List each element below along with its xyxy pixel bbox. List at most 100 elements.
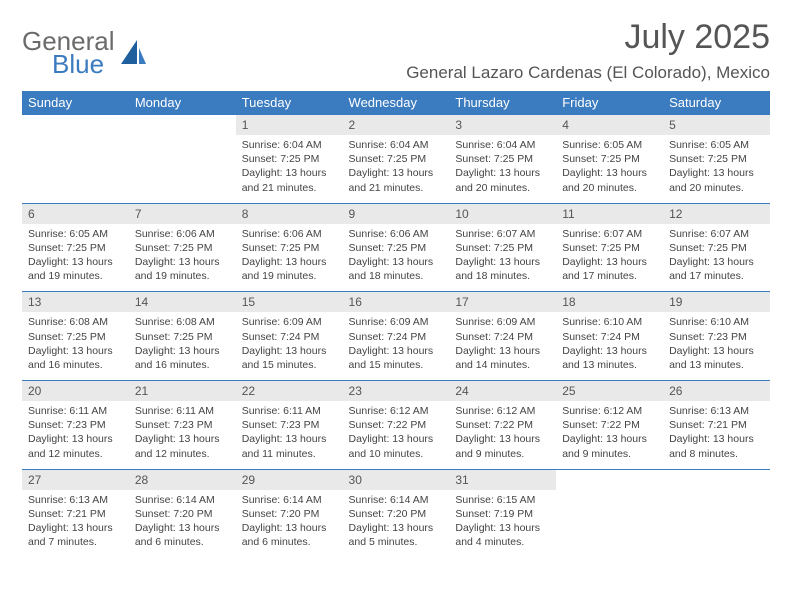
calendar-cell: 8Sunrise: 6:06 AMSunset: 7:25 PMDaylight…	[236, 203, 343, 292]
day-line-dl2: and 13 minutes.	[562, 358, 657, 372]
day-line-dl1: Daylight: 13 hours	[242, 166, 337, 180]
day-line-dl1: Daylight: 13 hours	[455, 344, 550, 358]
day-line-dl2: and 18 minutes.	[455, 269, 550, 283]
day-line-dl2: and 21 minutes.	[242, 181, 337, 195]
day-line-dl2: and 19 minutes.	[242, 269, 337, 283]
day-number: 7	[129, 204, 236, 224]
header: General Blue July 2025 General Lazaro Ca…	[22, 18, 770, 83]
day-line-dl1: Daylight: 13 hours	[669, 344, 764, 358]
calendar-cell: 25Sunrise: 6:12 AMSunset: 7:22 PMDayligh…	[556, 381, 663, 470]
day-line-ss: Sunset: 7:21 PM	[28, 507, 123, 521]
calendar-table: Sunday Monday Tuesday Wednesday Thursday…	[22, 91, 770, 557]
day-line-ss: Sunset: 7:19 PM	[455, 507, 550, 521]
day-line-sr: Sunrise: 6:09 AM	[455, 315, 550, 329]
day-line-dl2: and 15 minutes.	[349, 358, 444, 372]
calendar-cell: 7Sunrise: 6:06 AMSunset: 7:25 PMDaylight…	[129, 203, 236, 292]
day-details: Sunrise: 6:06 AMSunset: 7:25 PMDaylight:…	[343, 224, 450, 292]
day-number: 22	[236, 381, 343, 401]
day-line-ss: Sunset: 7:25 PM	[28, 330, 123, 344]
day-line-dl1: Daylight: 13 hours	[669, 432, 764, 446]
day-details: Sunrise: 6:06 AMSunset: 7:25 PMDaylight:…	[129, 224, 236, 292]
day-details: Sunrise: 6:14 AMSunset: 7:20 PMDaylight:…	[236, 490, 343, 558]
day-number: 14	[129, 292, 236, 312]
day-line-sr: Sunrise: 6:06 AM	[242, 227, 337, 241]
day-details: Sunrise: 6:12 AMSunset: 7:22 PMDaylight:…	[343, 401, 450, 469]
day-line-ss: Sunset: 7:25 PM	[455, 152, 550, 166]
calendar-cell: 13Sunrise: 6:08 AMSunset: 7:25 PMDayligh…	[22, 292, 129, 381]
day-number: 13	[22, 292, 129, 312]
day-number: 28	[129, 470, 236, 490]
weekday-header: Friday	[556, 91, 663, 115]
calendar-cell	[22, 115, 129, 204]
day-line-dl2: and 5 minutes.	[349, 535, 444, 549]
day-line-dl2: and 18 minutes.	[349, 269, 444, 283]
day-number: 20	[22, 381, 129, 401]
day-line-dl2: and 8 minutes.	[669, 447, 764, 461]
day-line-dl2: and 20 minutes.	[669, 181, 764, 195]
day-number: 17	[449, 292, 556, 312]
calendar-cell: 9Sunrise: 6:06 AMSunset: 7:25 PMDaylight…	[343, 203, 450, 292]
day-line-sr: Sunrise: 6:14 AM	[135, 493, 230, 507]
day-details: Sunrise: 6:05 AMSunset: 7:25 PMDaylight:…	[556, 135, 663, 203]
day-line-sr: Sunrise: 6:12 AM	[455, 404, 550, 418]
calendar-cell: 21Sunrise: 6:11 AMSunset: 7:23 PMDayligh…	[129, 381, 236, 470]
day-number: 11	[556, 204, 663, 224]
title-block: July 2025 General Lazaro Cardenas (El Co…	[406, 18, 770, 83]
day-line-dl2: and 12 minutes.	[28, 447, 123, 461]
calendar-cell: 1Sunrise: 6:04 AMSunset: 7:25 PMDaylight…	[236, 115, 343, 204]
day-number: 18	[556, 292, 663, 312]
day-line-sr: Sunrise: 6:10 AM	[669, 315, 764, 329]
day-line-dl1: Daylight: 13 hours	[135, 255, 230, 269]
day-line-dl2: and 17 minutes.	[562, 269, 657, 283]
day-line-ss: Sunset: 7:24 PM	[349, 330, 444, 344]
day-details: Sunrise: 6:07 AMSunset: 7:25 PMDaylight:…	[449, 224, 556, 292]
day-line-dl2: and 13 minutes.	[669, 358, 764, 372]
day-line-sr: Sunrise: 6:10 AM	[562, 315, 657, 329]
day-details: Sunrise: 6:15 AMSunset: 7:19 PMDaylight:…	[449, 490, 556, 558]
day-line-dl1: Daylight: 13 hours	[242, 344, 337, 358]
day-details: Sunrise: 6:04 AMSunset: 7:25 PMDaylight:…	[449, 135, 556, 203]
day-line-dl2: and 14 minutes.	[455, 358, 550, 372]
day-line-dl1: Daylight: 13 hours	[562, 344, 657, 358]
day-line-dl1: Daylight: 13 hours	[28, 255, 123, 269]
day-line-sr: Sunrise: 6:08 AM	[28, 315, 123, 329]
day-number: 2	[343, 115, 450, 135]
day-line-dl2: and 16 minutes.	[28, 358, 123, 372]
day-line-dl1: Daylight: 13 hours	[669, 166, 764, 180]
day-line-dl1: Daylight: 13 hours	[242, 255, 337, 269]
day-number: 5	[663, 115, 770, 135]
day-number: 21	[129, 381, 236, 401]
day-number: 1	[236, 115, 343, 135]
day-line-dl2: and 12 minutes.	[135, 447, 230, 461]
day-line-dl1: Daylight: 13 hours	[28, 521, 123, 535]
day-number: 26	[663, 381, 770, 401]
day-line-dl1: Daylight: 13 hours	[242, 432, 337, 446]
location: General Lazaro Cardenas (El Colorado), M…	[406, 63, 770, 83]
day-line-dl2: and 17 minutes.	[669, 269, 764, 283]
day-line-dl1: Daylight: 13 hours	[349, 521, 444, 535]
calendar-cell: 6Sunrise: 6:05 AMSunset: 7:25 PMDaylight…	[22, 203, 129, 292]
day-details: Sunrise: 6:12 AMSunset: 7:22 PMDaylight:…	[556, 401, 663, 469]
day-line-dl2: and 16 minutes.	[135, 358, 230, 372]
day-line-ss: Sunset: 7:22 PM	[562, 418, 657, 432]
day-line-ss: Sunset: 7:25 PM	[562, 241, 657, 255]
day-number: 8	[236, 204, 343, 224]
day-line-sr: Sunrise: 6:05 AM	[562, 138, 657, 152]
weekday-header: Tuesday	[236, 91, 343, 115]
day-details: Sunrise: 6:11 AMSunset: 7:23 PMDaylight:…	[22, 401, 129, 469]
day-number: 9	[343, 204, 450, 224]
day-line-sr: Sunrise: 6:12 AM	[562, 404, 657, 418]
day-line-sr: Sunrise: 6:11 AM	[242, 404, 337, 418]
calendar-cell: 27Sunrise: 6:13 AMSunset: 7:21 PMDayligh…	[22, 469, 129, 557]
day-details: Sunrise: 6:12 AMSunset: 7:22 PMDaylight:…	[449, 401, 556, 469]
day-line-sr: Sunrise: 6:14 AM	[349, 493, 444, 507]
weekday-header-row: Sunday Monday Tuesday Wednesday Thursday…	[22, 91, 770, 115]
day-line-dl2: and 9 minutes.	[562, 447, 657, 461]
day-line-dl1: Daylight: 13 hours	[562, 166, 657, 180]
day-line-dl2: and 7 minutes.	[28, 535, 123, 549]
day-line-dl1: Daylight: 13 hours	[455, 432, 550, 446]
day-line-dl1: Daylight: 13 hours	[455, 521, 550, 535]
calendar-cell: 16Sunrise: 6:09 AMSunset: 7:24 PMDayligh…	[343, 292, 450, 381]
day-number: 29	[236, 470, 343, 490]
calendar-cell: 18Sunrise: 6:10 AMSunset: 7:24 PMDayligh…	[556, 292, 663, 381]
